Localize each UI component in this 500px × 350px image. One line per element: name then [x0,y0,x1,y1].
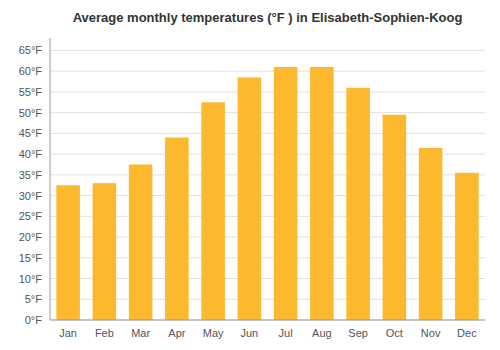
x-tick-label: Oct [386,327,403,339]
bars [56,67,478,320]
bar [165,138,189,320]
title: Average monthly temperatures (°F ) in El… [73,10,463,25]
grid-line [50,50,485,51]
bar [310,67,334,320]
x-axis-line [50,320,485,321]
x-tick-label: Jan [59,327,77,339]
y-tick-label: 45°F [19,127,43,139]
grid-line [50,320,485,321]
y-tick-label: 5°F [25,293,43,305]
y-tick-label: 65°F [19,44,43,56]
grid-line [50,91,485,92]
y-tick-label: 60°F [19,65,43,77]
x-tick-label: May [203,327,224,339]
x-tick-label: Jun [241,327,259,339]
y-tick-label: 20°F [19,231,43,243]
x-tick-label: Feb [95,327,114,339]
x-tick-label: Mar [131,327,150,339]
y-tick-label: 25°F [19,210,43,222]
bar [129,164,153,320]
bar [419,148,443,320]
grid-line [50,112,485,113]
grid-line [50,71,485,72]
bar [93,183,117,320]
bar [383,115,407,320]
x-tick-label: Dec [457,327,477,339]
bar [238,77,262,320]
x-tick-label: Sep [348,327,368,339]
y-tick-label: 40°F [19,148,43,160]
chart: Average monthly temperatures (°F ) in El… [0,0,500,350]
y-tick-label: 30°F [19,190,43,202]
y-tick-label: 35°F [19,169,43,181]
y-tick-label: 0°F [25,314,43,326]
y-tick-label: 50°F [19,107,43,119]
y-tick-label: 15°F [19,252,43,264]
bar [201,102,225,320]
grid [50,50,485,320]
bar [56,185,80,320]
x-tick-label: Jul [279,327,293,339]
x-tick-label: Nov [421,327,441,339]
bar [346,88,370,320]
x-tick-label: Aug [312,327,332,339]
y-axis-line [50,38,51,320]
x-tick-label: Apr [168,327,185,339]
grid-line [50,133,485,134]
bar [455,173,479,320]
y-tick-label: 55°F [19,86,43,98]
y-tick-label: 10°F [19,273,43,285]
bar [274,67,298,320]
